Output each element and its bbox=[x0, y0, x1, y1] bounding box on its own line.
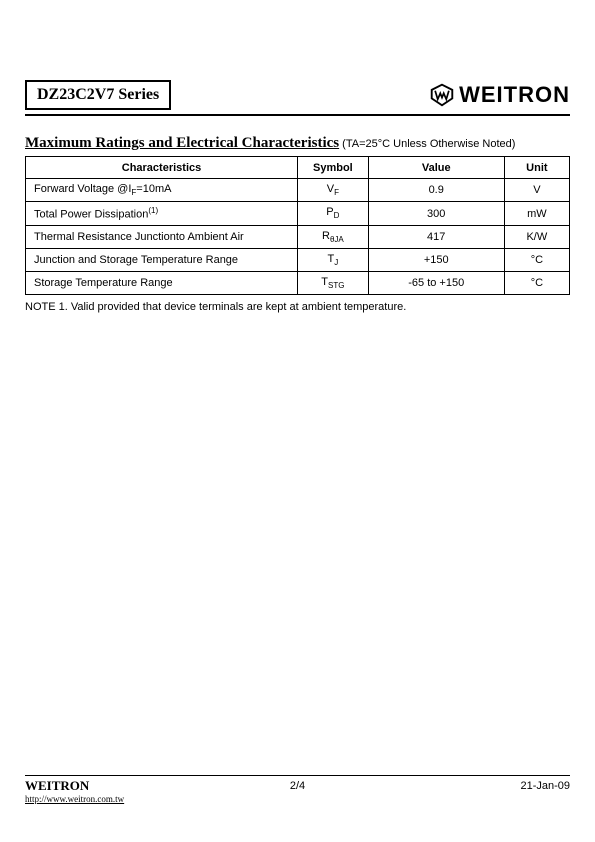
cell-unit: °C bbox=[504, 249, 569, 272]
brand-logo: WEITRON bbox=[429, 82, 570, 108]
series-title: DZ23C2V7 Series bbox=[25, 80, 171, 110]
table-row: Storage Temperature RangeTSTG-65 to +150… bbox=[26, 272, 570, 295]
ratings-table: Characteristics Symbol Value Unit Forwar… bbox=[25, 156, 570, 295]
page-content: DZ23C2V7 Series WEITRON Maximum Ratings … bbox=[0, 0, 595, 313]
note-text: NOTE 1. Valid provided that device termi… bbox=[25, 301, 570, 313]
table-row: Total Power Dissipation(1)PD300mW bbox=[26, 202, 570, 226]
cell-unit: mW bbox=[504, 202, 569, 226]
cell-unit: K/W bbox=[504, 225, 569, 248]
cell-characteristic: Total Power Dissipation(1) bbox=[26, 202, 298, 226]
footer-left: WEITRON http://www.weitron.com.tw bbox=[25, 778, 124, 804]
cell-characteristic: Thermal Resistance Junctionto Ambient Ai… bbox=[26, 225, 298, 248]
th-symbol: Symbol bbox=[298, 157, 369, 179]
cell-symbol: TSTG bbox=[298, 272, 369, 295]
section-title: Maximum Ratings and Electrical Character… bbox=[25, 135, 339, 151]
table-row: Thermal Resistance Junctionto Ambient Ai… bbox=[26, 225, 570, 248]
cell-characteristic: Storage Temperature Range bbox=[26, 272, 298, 295]
th-value: Value bbox=[368, 157, 504, 179]
cell-symbol: TJ bbox=[298, 249, 369, 272]
table-body: Forward Voltage @IF=10mAVF0.9VTotal Powe… bbox=[26, 179, 570, 295]
th-unit: Unit bbox=[504, 157, 569, 179]
brand-icon bbox=[429, 83, 455, 107]
brand-text: WEITRON bbox=[459, 82, 570, 108]
cell-value: 300 bbox=[368, 202, 504, 226]
cell-unit: V bbox=[504, 179, 569, 202]
footer-company: WEITRON bbox=[25, 778, 124, 794]
cell-value: +150 bbox=[368, 249, 504, 272]
cell-symbol: VF bbox=[298, 179, 369, 202]
footer-page: 2/4 bbox=[290, 780, 305, 792]
footer: WEITRON http://www.weitron.com.tw 2/4 21… bbox=[25, 775, 570, 804]
header-row: DZ23C2V7 Series WEITRON bbox=[25, 80, 570, 116]
cell-symbol: PD bbox=[298, 202, 369, 226]
table-header-row: Characteristics Symbol Value Unit bbox=[26, 157, 570, 179]
th-characteristics: Characteristics bbox=[26, 157, 298, 179]
cell-characteristic: Forward Voltage @IF=10mA bbox=[26, 179, 298, 202]
cell-characteristic: Junction and Storage Temperature Range bbox=[26, 249, 298, 272]
footer-url: http://www.weitron.com.tw bbox=[25, 794, 124, 804]
cell-symbol: RθJA bbox=[298, 225, 369, 248]
table-row: Forward Voltage @IF=10mAVF0.9V bbox=[26, 179, 570, 202]
footer-date: 21-Jan-09 bbox=[520, 778, 570, 792]
cell-value: -65 to +150 bbox=[368, 272, 504, 295]
table-row: Junction and Storage Temperature RangeTJ… bbox=[26, 249, 570, 272]
section-subtitle: (TA=25°C Unless Otherwise Noted) bbox=[339, 138, 515, 150]
cell-value: 417 bbox=[368, 225, 504, 248]
cell-value: 0.9 bbox=[368, 179, 504, 202]
section-header: Maximum Ratings and Electrical Character… bbox=[25, 134, 570, 152]
cell-unit: °C bbox=[504, 272, 569, 295]
